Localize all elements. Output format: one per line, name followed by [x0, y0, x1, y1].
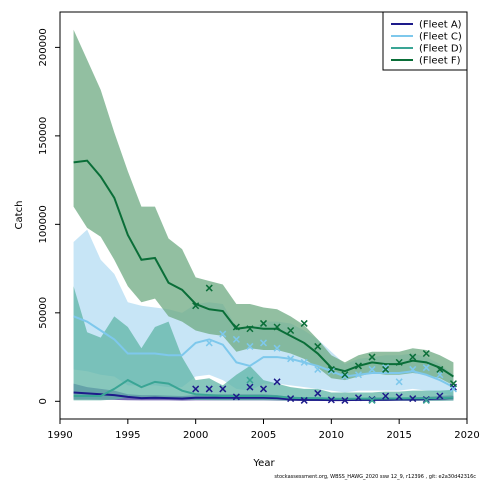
point-fleet-f [287, 326, 295, 335]
point-fleet-f [246, 325, 254, 333]
legend-label-fleet-d: (Fleet D) [419, 44, 463, 55]
point-fleet-f [341, 371, 349, 379]
y-tick-label: 50000 [38, 297, 49, 329]
observed-markers [192, 284, 457, 404]
confidence-bands [73, 29, 454, 401]
point-fleet-f [259, 319, 268, 327]
point-fleet-a [382, 392, 390, 400]
point-fleet-c [382, 364, 390, 372]
point-fleet-a [246, 383, 254, 391]
x-tick-label: 1995 [115, 430, 140, 441]
footer-text: stockassessment.org, WBSS_HAWG_2020 ssw … [274, 474, 476, 480]
point-fleet-f [436, 365, 444, 373]
point-fleet-a [205, 385, 213, 393]
point-fleet-f [382, 365, 390, 373]
point-fleet-a [436, 392, 444, 400]
point-fleet-f [395, 358, 403, 366]
point-fleet-f [409, 353, 417, 361]
point-fleet-a [327, 396, 335, 404]
point-fleet-f [192, 302, 200, 310]
point-fleet-c [341, 372, 349, 381]
point-fleet-f [314, 342, 322, 350]
point-fleet-c [246, 342, 254, 350]
point-fleet-c [205, 339, 213, 347]
point-fleet-f [327, 365, 335, 373]
legend-label-fleet-a: (Fleet A) [419, 20, 462, 31]
point-fleet-c [273, 344, 281, 352]
point-fleet-a [314, 389, 322, 397]
point-fleet-f [205, 284, 213, 292]
point-fleet-c [287, 355, 295, 363]
line-fleet-f [73, 159, 454, 378]
legend-label-fleet-c: (Fleet C) [419, 32, 462, 43]
point-fleet-f [422, 349, 430, 358]
y-tick-label: 100000 [38, 205, 49, 243]
legend: (Fleet A)(Fleet C)(Fleet D)(Fleet F) [382, 11, 468, 71]
point-fleet-a [395, 393, 403, 401]
point-fleet-a [300, 396, 308, 404]
point-fleet-a [232, 393, 240, 401]
point-fleet-d [246, 376, 254, 384]
point-fleet-c [436, 371, 444, 379]
point-fleet-f [449, 380, 457, 388]
x-tick-label: 2020 [454, 430, 479, 441]
line-fleet-c [73, 315, 454, 389]
line-fleet-d [73, 378, 454, 400]
point-fleet-f [354, 362, 362, 370]
x-tick-label: 2010 [319, 430, 344, 441]
point-fleet-a [354, 394, 362, 402]
point-fleet-c [232, 335, 240, 343]
legend-label-fleet-f: (Fleet F) [419, 56, 461, 67]
point-fleet-c [368, 365, 376, 373]
point-fleet-a [219, 385, 227, 393]
point-fleet-c [219, 330, 227, 338]
point-fleet-c [422, 364, 430, 372]
point-fleet-c [354, 371, 362, 379]
point-fleet-c [395, 378, 403, 386]
y-axis: 0 50000 100000 150000 200000 [38, 28, 60, 404]
x-tick-label: 2000 [183, 430, 208, 441]
y-tick-label: 200000 [38, 28, 49, 66]
x-axis-title: Year [252, 458, 275, 469]
point-fleet-d [422, 396, 430, 404]
y-tick-label: 150000 [38, 117, 49, 155]
point-fleet-f [300, 319, 308, 327]
point-fleet-a [192, 385, 200, 393]
point-fleet-a [287, 395, 295, 403]
x-tick-label: 1990 [47, 430, 72, 441]
point-fleet-c [327, 367, 335, 375]
y-tick-label: 0 [38, 398, 49, 404]
point-fleet-d [368, 396, 376, 404]
band-fleet-d [73, 286, 454, 401]
point-fleet-c [300, 358, 308, 366]
point-fleet-a [273, 378, 281, 386]
point-fleet-c [259, 339, 268, 347]
point-fleet-f [273, 323, 281, 331]
point-fleet-c [409, 365, 417, 373]
point-fleet-a [341, 396, 349, 404]
x-tick-label: 2005 [251, 430, 276, 441]
point-fleet-a [259, 385, 268, 393]
point-fleet-f [368, 353, 376, 361]
line-fleet-a [73, 391, 454, 402]
point-fleet-a [409, 395, 417, 403]
point-fleet-c [449, 385, 457, 393]
point-fleet-f [232, 323, 240, 331]
estimate-lines [73, 159, 454, 402]
y-axis-title: Catch [14, 201, 25, 230]
band-fleet-f [73, 29, 454, 386]
point-fleet-c [314, 365, 322, 373]
x-axis: 1990 1995 2000 2005 2010 2015 2020 [47, 419, 480, 441]
x-tick-label: 2015 [386, 430, 411, 441]
